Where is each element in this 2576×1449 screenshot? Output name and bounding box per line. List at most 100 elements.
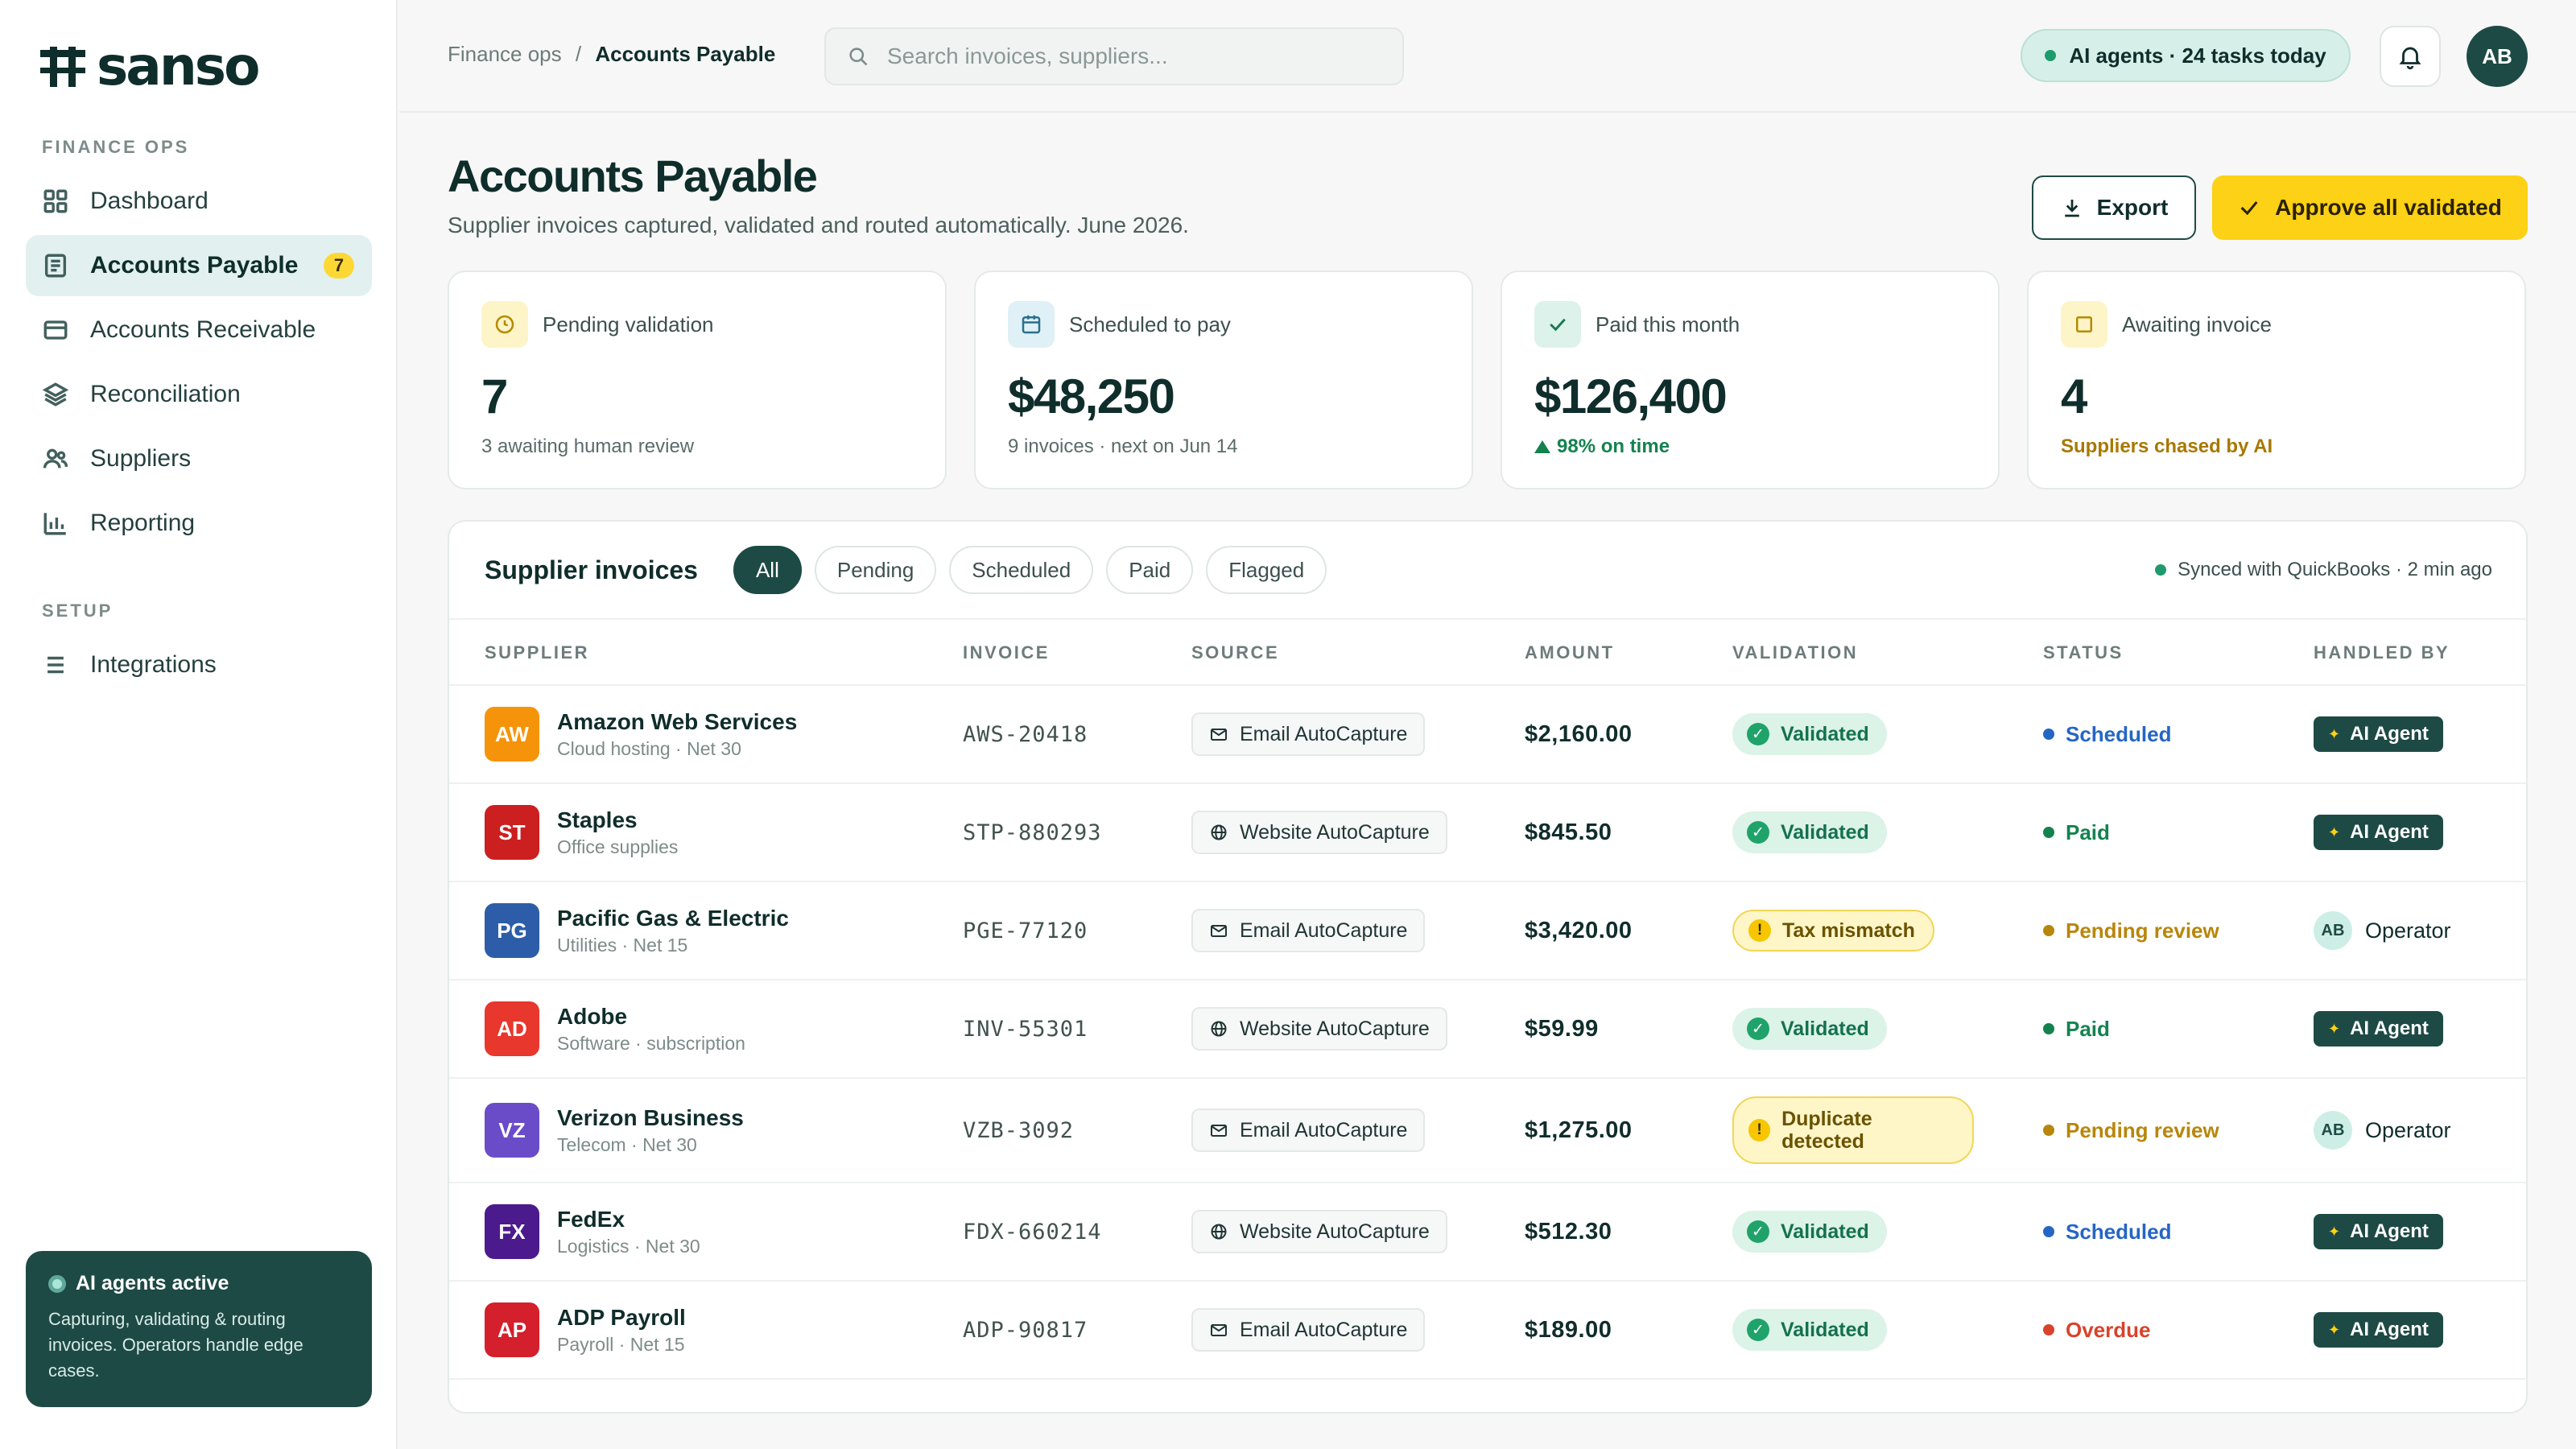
- stat-card-pending-validation[interactable]: Pending validation 7 3 awaiting human re…: [448, 270, 947, 489]
- source-cell: Email AutoCapture: [1191, 1282, 1426, 1378]
- sidebar-item-reporting[interactable]: Reporting: [26, 493, 372, 554]
- status-indicator: Paid: [2043, 1017, 2110, 1042]
- approve-all-button-label: Approve all validated: [2275, 195, 2502, 220]
- validation-badge[interactable]: ! Duplicate detected: [1732, 1096, 1974, 1164]
- table-row[interactable]: AW Amazon Web Services Cloud hosting · Net…: [449, 686, 2526, 784]
- validation-badge[interactable]: ✓ Validated: [1732, 1008, 1887, 1050]
- sidebar-item-suppliers[interactable]: Suppliers: [26, 428, 372, 489]
- invoice-number[interactable]: VZB-3092: [963, 1117, 1075, 1143]
- supplier-name[interactable]: Amazon Web Services: [557, 708, 798, 734]
- sidebar-item-integrations[interactable]: Integrations: [26, 634, 372, 696]
- filter-flagged[interactable]: Flagged: [1206, 546, 1327, 594]
- handler-label: AI Agent: [2350, 1319, 2429, 1340]
- supplier-cell: PG Pacific Gas & Electric Utilities · Net …: [485, 882, 789, 979]
- column-header-handled-by[interactable]: HANDLED BY: [2314, 642, 2450, 663]
- source-cell: Email AutoCapture: [1191, 1079, 1426, 1182]
- supplier-cell: VZ Verizon Business Telecom · Net 30: [485, 1079, 744, 1182]
- sidebar-item-accounts-receivable[interactable]: Accounts Receivable: [26, 299, 372, 361]
- invoice-number[interactable]: ADP-90817: [963, 1317, 1088, 1343]
- bar-chart-icon: [43, 513, 66, 535]
- column-header-amount[interactable]: AMOUNT: [1525, 642, 1615, 663]
- handler-operator[interactable]: AB Operator: [2314, 1111, 2451, 1150]
- amount-cell: $512.30: [1525, 1183, 1612, 1280]
- supplier-name[interactable]: Adobe: [557, 1003, 628, 1029]
- filter-pending[interactable]: Pending: [814, 546, 937, 594]
- invoice-number[interactable]: INV-55301: [963, 1016, 1088, 1042]
- handler-ai-agent-tag[interactable]: ✦ AI Agent: [2314, 1312, 2443, 1348]
- handler-label: AI Agent: [2350, 821, 2429, 843]
- approve-all-button[interactable]: Approve all validated: [2212, 175, 2528, 240]
- invoice-number[interactable]: STP-880293: [963, 819, 1102, 845]
- table-row[interactable]: ST Staples Office supplies STP-880293 Websit…: [449, 784, 2526, 882]
- sidebar-item-accounts-payable[interactable]: Accounts Payable 7: [26, 235, 372, 296]
- amount-cell: $59.99: [1525, 980, 1599, 1077]
- source-label: Email AutoCapture: [1240, 919, 1408, 942]
- supplier-logo: PG: [485, 903, 539, 958]
- status-cell: Paid: [2043, 980, 2110, 1077]
- invoice-number[interactable]: FDX-660214: [963, 1219, 1102, 1245]
- filter-scheduled[interactable]: Scheduled: [949, 546, 1094, 594]
- stat-card-scheduled-to-pay[interactable]: Scheduled to pay $48,250 9 invoices · ne…: [974, 270, 1473, 489]
- supplier-cell: AD Adobe Software · subscription: [485, 980, 745, 1077]
- supplier-detail: Office supplies: [557, 836, 679, 857]
- supplier-name[interactable]: Pacific Gas & Electric: [557, 905, 789, 931]
- source-chip: Email AutoCapture: [1191, 1108, 1426, 1152]
- warning-icon: !: [1748, 919, 1771, 942]
- ai-agents-status-pill[interactable]: AI agents · 24 tasks today: [2021, 29, 2351, 82]
- table-row[interactable]: AP ADP Payroll Payroll · Net 15 ADP-90817 Em…: [449, 1282, 2526, 1380]
- table-row[interactable]: AD Adobe Software · subscription INV-55301 W…: [449, 980, 2526, 1079]
- supplier-name[interactable]: ADP Payroll: [557, 1304, 686, 1330]
- search-input[interactable]: [887, 43, 1370, 69]
- sidebar-item-label: Suppliers: [90, 445, 192, 472]
- notifications-button[interactable]: [2380, 26, 2441, 87]
- export-button[interactable]: Export: [2032, 175, 2196, 240]
- status-cell: Pending review: [2043, 882, 2219, 979]
- validation-badge[interactable]: ✓ Validated: [1732, 811, 1887, 853]
- status-dot-icon: [2043, 1226, 2054, 1237]
- mail-icon: [1209, 1320, 1228, 1340]
- supplier-name[interactable]: FedEx: [557, 1206, 625, 1232]
- column-header-validation[interactable]: VALIDATION: [1732, 642, 1859, 663]
- search-box[interactable]: [824, 27, 1404, 85]
- invoice-number[interactable]: AWS-20418: [963, 721, 1088, 747]
- handler-cell: AB Operator: [2314, 1079, 2451, 1182]
- handler-ai-agent-tag[interactable]: ✦ AI Agent: [2314, 1011, 2443, 1046]
- source-cell: Website AutoCapture: [1191, 1183, 1447, 1280]
- stat-card-awaiting-invoice[interactable]: Awaiting invoice 4 Suppliers chased by A…: [2027, 270, 2526, 489]
- column-header-supplier[interactable]: SUPPLIER: [485, 642, 590, 663]
- handler-ai-agent-tag[interactable]: ✦ AI Agent: [2314, 815, 2443, 850]
- stat-card-paid-this-month[interactable]: Paid this month $126,400 98% on time: [1501, 270, 2000, 489]
- status-dot-icon: [2043, 1324, 2054, 1335]
- user-avatar[interactable]: AB: [2467, 26, 2528, 87]
- validation-badge[interactable]: ✓ Validated: [1732, 1211, 1887, 1253]
- column-header-invoice[interactable]: INVOICE: [963, 642, 1050, 663]
- validation-cell: ✓ Validated: [1732, 980, 1887, 1077]
- brand-logo[interactable]: sanso: [40, 40, 260, 93]
- table-row[interactable]: PG Pacific Gas & Electric Utilities · Net …: [449, 882, 2526, 980]
- invoice-amount: $3,420.00: [1525, 917, 1633, 943]
- table-row[interactable]: VZ Verizon Business Telecom · Net 30 VZB-30…: [449, 1079, 2526, 1183]
- sidebar: sanso FINANCE OPS Dashboard Accounts Pay…: [0, 0, 398, 1449]
- validation-badge[interactable]: ✓ Validated: [1732, 713, 1887, 755]
- filter-all[interactable]: All: [733, 546, 802, 594]
- column-header-source[interactable]: SOURCE: [1191, 642, 1280, 663]
- handler-ai-agent-tag[interactable]: ✦ AI Agent: [2314, 1214, 2443, 1249]
- handler-operator[interactable]: AB Operator: [2314, 911, 2451, 950]
- validation-badge[interactable]: ! Tax mismatch: [1732, 910, 1934, 952]
- sidebar-item-label: Reconciliation: [90, 381, 241, 407]
- sidebar-item-reconciliation[interactable]: Reconciliation: [26, 364, 372, 425]
- handler-ai-agent-tag[interactable]: ✦ AI Agent: [2314, 716, 2443, 752]
- sidebar-item-label: Accounts Receivable: [90, 316, 316, 343]
- validation-badge[interactable]: ✓ Validated: [1732, 1309, 1887, 1351]
- filter-paid[interactable]: Paid: [1106, 546, 1194, 594]
- sidebar-item-dashboard[interactable]: Dashboard: [26, 171, 372, 232]
- source-label: Email AutoCapture: [1240, 1318, 1408, 1341]
- status-cell: Scheduled: [2043, 686, 2171, 782]
- invoice-number[interactable]: PGE-77120: [963, 918, 1088, 943]
- supplier-name[interactable]: Staples: [557, 807, 638, 832]
- table-row[interactable]: FX FedEx Logistics · Net 30 FDX-660214 Websi…: [449, 1183, 2526, 1282]
- supplier-name[interactable]: Verizon Business: [557, 1104, 744, 1130]
- breadcrumb-parent[interactable]: Finance ops: [448, 42, 562, 66]
- column-header-status[interactable]: STATUS: [2043, 642, 2124, 663]
- supplier-detail: Telecom · Net 30: [557, 1133, 697, 1155]
